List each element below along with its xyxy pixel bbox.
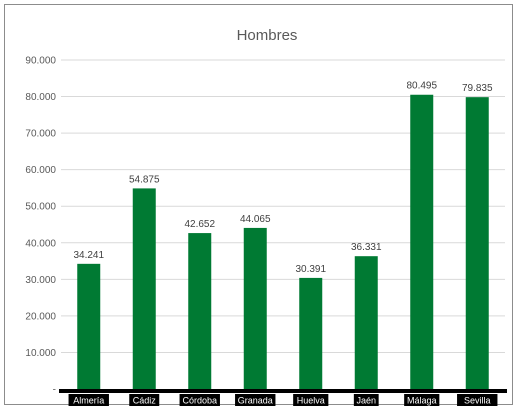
data-label: 79.835 — [462, 83, 493, 94]
bar — [243, 227, 267, 389]
y-tick-label: 80.000 — [25, 92, 56, 103]
x-tick-label: Sevilla — [464, 396, 491, 406]
x-tick-label: Almería — [73, 396, 104, 406]
data-label: 54.875 — [129, 174, 160, 185]
x-tick-label: Huelva — [297, 396, 325, 406]
y-tick-label: - — [53, 385, 56, 396]
bars — [77, 94, 489, 389]
x-axis-tick-labels: Almería Cádiz Córdoba Granada Huelva Jaén Mála… — [68, 394, 498, 406]
x-tick-label: Granada — [238, 396, 273, 406]
data-label: 36.331 — [351, 242, 382, 253]
bar — [188, 233, 212, 389]
bar — [132, 188, 156, 389]
x-tick-label-bg — [353, 394, 379, 406]
y-axis-tick-labels: - 10.000 20.000 30.000 40.000 50.000 60.000 70.… — [25, 56, 56, 396]
bar — [410, 94, 434, 389]
gridlines — [61, 59, 505, 353]
x-tick-label: Málaga — [407, 396, 437, 406]
x-tick-label-bg — [293, 394, 329, 406]
y-tick-label: 40.000 — [25, 238, 56, 249]
x-tick-label-bg — [457, 394, 498, 406]
bar-chart: Hombres - 10.000 20.000 30.000 40.000 50.000 6… — [25, 27, 507, 406]
bar — [77, 263, 101, 389]
x-tick-label-bg — [129, 394, 160, 406]
chart-title: Hombres — [237, 27, 298, 44]
x-tick-label: Córdoba — [182, 396, 217, 406]
data-label: 30.391 — [295, 264, 326, 275]
x-tick-label-bg — [68, 394, 109, 406]
x-tick-label: Cádiz — [133, 396, 157, 406]
x-tick-label: Jaén — [356, 396, 376, 406]
data-label: 44.065 — [240, 214, 271, 225]
y-tick-label: 50.000 — [25, 202, 56, 213]
x-axis-line — [59, 389, 507, 393]
data-label: 42.652 — [184, 219, 215, 230]
data-labels: 34.241 54.875 42.652 44.065 30.391 36.331 80.4… — [73, 81, 493, 275]
chart-frame: Hombres - 10.000 20.000 30.000 40.000 50.000 6… — [4, 4, 513, 406]
bar — [299, 277, 323, 389]
x-tick-label-bg — [179, 394, 220, 406]
y-tick-label: 60.000 — [25, 165, 56, 176]
bar — [354, 256, 378, 389]
x-tick-label-bg — [404, 394, 440, 406]
data-label: 80.495 — [406, 81, 437, 92]
y-tick-label: 90.000 — [25, 56, 56, 67]
bar — [465, 97, 489, 389]
y-tick-label: 30.000 — [25, 275, 56, 286]
data-label: 34.241 — [73, 250, 104, 261]
y-tick-label: 10.000 — [25, 348, 56, 359]
y-tick-label: 70.000 — [25, 129, 56, 140]
y-tick-label: 20.000 — [25, 311, 56, 322]
x-tick-label-bg — [235, 394, 276, 406]
